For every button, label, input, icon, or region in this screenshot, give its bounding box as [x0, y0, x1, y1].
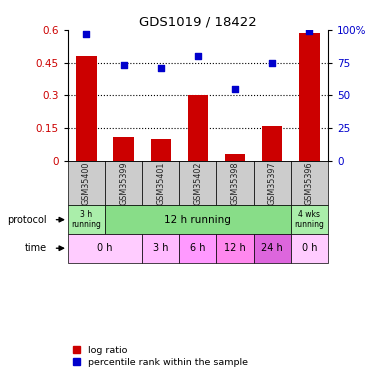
Text: 24 h: 24 h — [261, 243, 283, 253]
Text: GSM35399: GSM35399 — [119, 161, 128, 205]
Text: time: time — [25, 243, 47, 253]
Bar — [142, 160, 179, 206]
Text: GSM35398: GSM35398 — [230, 161, 239, 205]
Bar — [113, 136, 134, 160]
Bar — [105, 160, 142, 206]
Bar — [76, 56, 97, 160]
Legend: log ratio, percentile rank within the sample: log ratio, percentile rank within the sa… — [73, 346, 248, 366]
Bar — [105, 206, 291, 234]
Point — [158, 65, 164, 71]
Point — [83, 31, 90, 37]
Bar — [299, 33, 319, 160]
Point — [195, 53, 201, 59]
Text: GSM35400: GSM35400 — [82, 161, 91, 205]
Bar — [68, 206, 105, 234]
Title: GDS1019 / 18422: GDS1019 / 18422 — [139, 16, 257, 29]
Bar — [291, 160, 328, 206]
Bar — [188, 95, 208, 160]
Text: 4 wks
running: 4 wks running — [294, 210, 324, 229]
Bar — [225, 154, 245, 160]
Bar — [179, 160, 217, 206]
Point — [121, 62, 127, 68]
Text: 3 h: 3 h — [153, 243, 168, 253]
Point — [269, 60, 275, 66]
Text: 3 h
running: 3 h running — [71, 210, 101, 229]
Text: GSM35397: GSM35397 — [268, 161, 277, 205]
Text: 6 h: 6 h — [190, 243, 206, 253]
Bar — [68, 160, 105, 206]
Text: 0 h: 0 h — [301, 243, 317, 253]
Point — [232, 86, 238, 92]
Bar — [151, 139, 171, 160]
Bar — [291, 234, 328, 262]
Bar — [254, 160, 291, 206]
Point — [306, 28, 312, 34]
Bar — [217, 160, 254, 206]
Bar — [217, 234, 254, 262]
Bar — [68, 234, 142, 262]
Text: GSM35402: GSM35402 — [193, 161, 203, 205]
Text: 12 h running: 12 h running — [165, 214, 231, 225]
Bar — [254, 234, 291, 262]
Bar — [262, 126, 282, 160]
Text: 0 h: 0 h — [97, 243, 113, 253]
Text: protocol: protocol — [7, 214, 47, 225]
Text: GSM35396: GSM35396 — [305, 161, 314, 205]
Bar — [142, 234, 179, 262]
Bar — [179, 234, 217, 262]
Text: GSM35401: GSM35401 — [156, 161, 165, 205]
Bar — [291, 206, 328, 234]
Text: 12 h: 12 h — [224, 243, 246, 253]
